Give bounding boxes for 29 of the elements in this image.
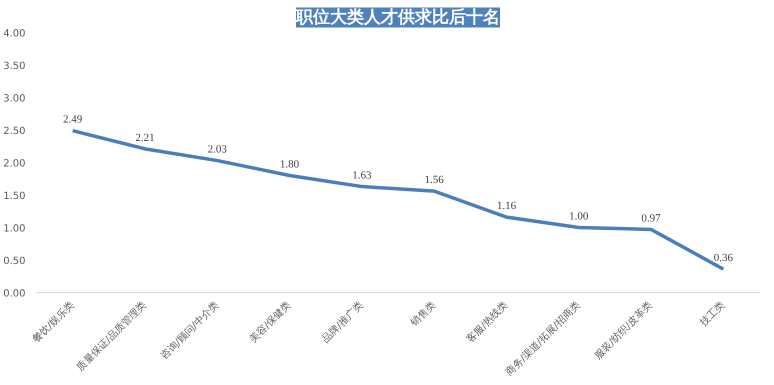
- y-tick-label: 4.00: [3, 28, 26, 40]
- x-tick-label: 美容/保健类: [247, 298, 294, 346]
- x-tick-label: 品牌/推广类: [320, 298, 366, 346]
- y-tick-label: 0.00: [3, 288, 26, 300]
- y-tick-label: 1.50: [3, 191, 26, 202]
- x-tick-label: 咨询/顾问/中介类: [158, 298, 222, 362]
- x-tick-label: 服装/纺织/皮革类: [592, 298, 655, 362]
- data-label: 1.56: [424, 174, 444, 186]
- y-tick-label: 2.50: [3, 126, 26, 137]
- data-label: 2.49: [63, 114, 83, 126]
- data-label: 1.16: [496, 200, 517, 212]
- chart-title: 职位大类人才供求比后十名: [295, 8, 500, 28]
- x-tick-label: 销售类: [408, 298, 438, 330]
- data-label: 1.63: [352, 170, 372, 182]
- y-tick-label: 3.50: [3, 61, 26, 72]
- y-tick-label: 2.00: [3, 158, 26, 170]
- y-tick-label: 3.00: [3, 94, 26, 104]
- x-tick-label: 技工类: [696, 298, 728, 330]
- data-label: 1.80: [280, 158, 300, 170]
- data-label: 2.21: [135, 132, 155, 144]
- x-tick-label: 质量保证/品质管理类: [74, 298, 149, 374]
- data-label: 0.36: [714, 252, 734, 264]
- data-label: 0.97: [641, 212, 662, 224]
- y-tick-label: 1.00: [3, 224, 26, 234]
- x-tick-label: 餐饮/娱乐类: [30, 298, 77, 346]
- data-label: 2.03: [208, 144, 228, 156]
- x-tick-label: 客服/热线类: [464, 298, 510, 346]
- data-label: 1.00: [569, 210, 589, 222]
- y-tick-label: 0.50: [3, 256, 26, 267]
